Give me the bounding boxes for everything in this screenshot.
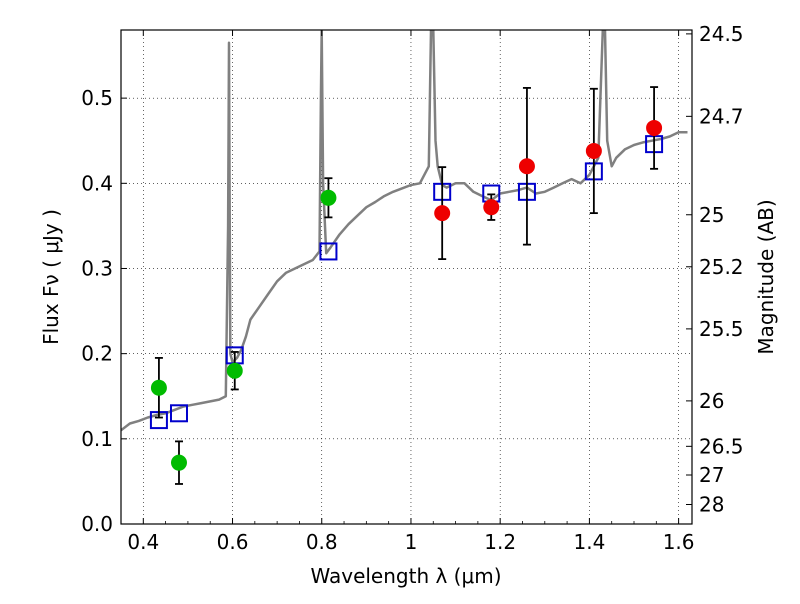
y2-tick-label: 25.2 xyxy=(699,255,744,279)
y-axis-label: Flux Fν ( μJy ) xyxy=(39,209,63,345)
red-data-point xyxy=(646,119,663,136)
red-data-point xyxy=(518,158,535,175)
x-tick-label: 0.6 xyxy=(217,530,249,554)
x-tick-label: 1.6 xyxy=(663,530,695,554)
green-data-point xyxy=(170,454,187,471)
green-data-point xyxy=(320,189,337,206)
y-tick-label: 0.5 xyxy=(81,86,113,110)
model-spectrum-line xyxy=(121,30,688,432)
y2-axis-label: Magnitude (AB) xyxy=(754,199,778,354)
y2-tick-label: 26 xyxy=(699,389,724,413)
y2-tick-label: 25.5 xyxy=(699,317,744,341)
x-tick-label: 0.8 xyxy=(306,530,338,554)
y-tick-label: 0.2 xyxy=(81,342,113,366)
x-tick-label: 1.2 xyxy=(484,530,516,554)
y-tick-label: 0.4 xyxy=(81,171,113,195)
x-tick-label: 1.4 xyxy=(573,530,605,554)
y-tick-label: 0.3 xyxy=(81,256,113,280)
y-tick-label: 0.0 xyxy=(81,512,113,536)
y-tick-label: 0.1 xyxy=(81,427,113,451)
y2-tick-label: 28 xyxy=(699,492,724,516)
y2-tick-label: 27 xyxy=(699,463,724,487)
plot-frame xyxy=(120,29,693,525)
red-data-point xyxy=(434,205,451,222)
green-data-point xyxy=(226,362,243,379)
y2-tick-label: 24.7 xyxy=(699,104,744,128)
x-axis-label: Wavelength λ (μm) xyxy=(310,564,501,588)
red-data-point xyxy=(483,199,500,216)
axes: 0.4 0.6 0.8 1 1.2 1.4 1.6 0.0 0.1 0.2 0.3 0.4 0.5 24.… xyxy=(81,22,743,554)
red-data-point xyxy=(585,142,602,159)
model-photometry-square xyxy=(319,242,338,261)
series-layer xyxy=(121,30,688,485)
y2-tick-label: 25 xyxy=(699,203,724,227)
y2-tick-label: 26.5 xyxy=(699,434,744,458)
x-tick-label: 1 xyxy=(405,530,418,554)
x-tick-label: 0.4 xyxy=(127,530,159,554)
plot-area xyxy=(121,30,688,485)
green-data-point xyxy=(150,379,167,396)
model-photometry-square xyxy=(169,404,188,423)
y2-tick-label: 24.5 xyxy=(699,22,744,46)
